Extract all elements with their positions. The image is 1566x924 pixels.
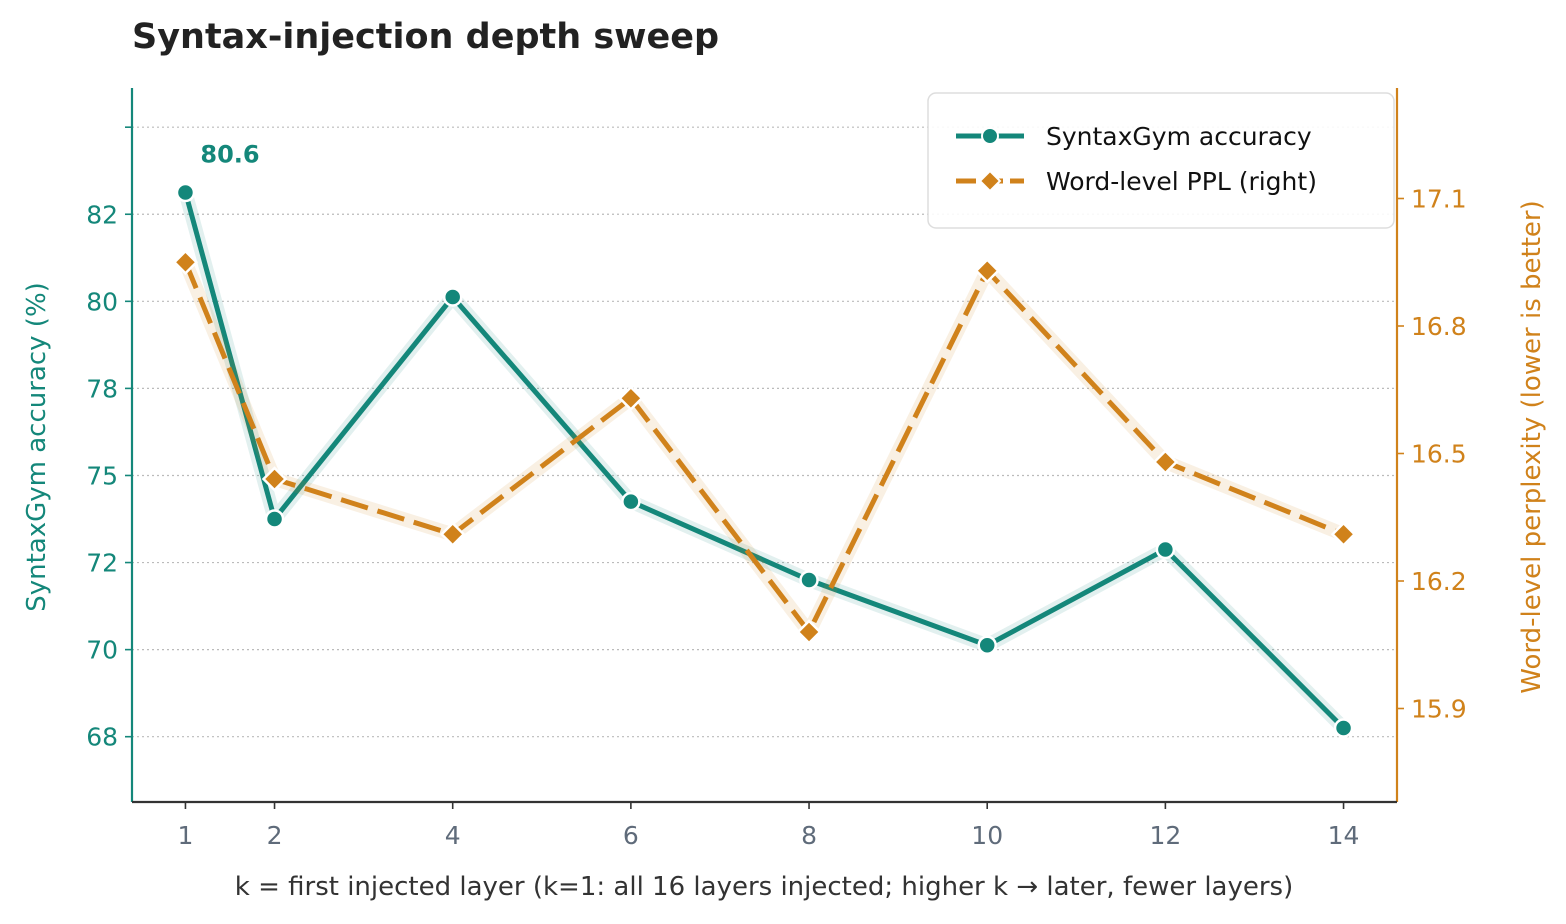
y-tick-label-left: 70	[86, 636, 118, 665]
x-axis-label: k = first injected layer (k=1: all 16 la…	[235, 872, 1293, 902]
data-point	[974, 257, 1000, 284]
y-axis-label-right: Word-level perplexity (lower is better)	[1517, 200, 1547, 693]
data-point	[799, 570, 819, 590]
y-tick-label-right: 15.9	[1411, 695, 1467, 724]
series-layer	[172, 182, 1357, 738]
data-point	[261, 466, 288, 492]
chart-title: Syntax-injection depth sweep	[132, 17, 719, 57]
x-tick-label: 2	[267, 821, 283, 850]
data-point	[1155, 539, 1176, 560]
data-point	[175, 182, 196, 203]
x-tick-label: 6	[623, 821, 639, 850]
data-point	[618, 385, 644, 412]
y-axis-label-left: SyntaxGym accuracy (%)	[22, 282, 52, 612]
data-point	[439, 521, 466, 548]
data-point	[1330, 521, 1357, 548]
peak-annotation: 80.6	[200, 140, 259, 168]
data-point	[1152, 449, 1179, 475]
y-tick-label-right: 17.1	[1411, 185, 1467, 214]
legend-item: SyntaxGym accuracy	[956, 122, 1312, 151]
legend-marker	[978, 169, 1002, 193]
series-line	[183, 261, 1345, 635]
data-point	[621, 491, 641, 512]
y-tick-label-left: 72	[86, 549, 118, 578]
series-accuracy	[175, 182, 1354, 738]
x-tick-label: 12	[1149, 821, 1181, 850]
x-tick-label: 14	[1328, 821, 1360, 850]
legend-box	[927, 92, 1395, 229]
data-point	[264, 509, 285, 529]
y-tick-label-left: 75	[86, 461, 118, 490]
axes	[125, 88, 1404, 809]
y-tick-label-right: 16.2	[1411, 567, 1467, 596]
legend-marker	[981, 127, 999, 145]
y-tick-label-left: 68	[86, 723, 118, 752]
legend-label: SyntaxGym accuracy	[1046, 122, 1312, 151]
gridlines	[132, 126, 1397, 738]
data-point	[442, 287, 463, 307]
y-tick-label-left: 78	[86, 374, 118, 403]
data-point	[172, 249, 199, 276]
series-halo	[178, 255, 1351, 639]
y-tick-label-right: 16.5	[1411, 440, 1467, 469]
data-point	[977, 635, 997, 656]
x-tick-label: 8	[801, 821, 817, 850]
y-tick-label-right: 16.8	[1411, 312, 1467, 341]
data-point	[796, 619, 822, 645]
legend-item: Word-level PPL (right)	[956, 167, 1317, 196]
x-tick-label: 1	[177, 821, 193, 850]
series-ppl	[172, 249, 1357, 645]
x-tick-label: 10	[971, 821, 1003, 850]
x-tick-label: 4	[445, 821, 461, 850]
y-tick-label-left: 80	[86, 287, 118, 316]
y-tick-label-left: 82	[86, 200, 118, 229]
data-point	[1333, 718, 1354, 738]
legend-label: Word-level PPL (right)	[1046, 167, 1317, 196]
legend: SyntaxGym accuracy Word-level PPL (right)	[927, 92, 1395, 229]
series-line	[183, 191, 1346, 730]
annotations: 80.6	[200, 140, 259, 168]
